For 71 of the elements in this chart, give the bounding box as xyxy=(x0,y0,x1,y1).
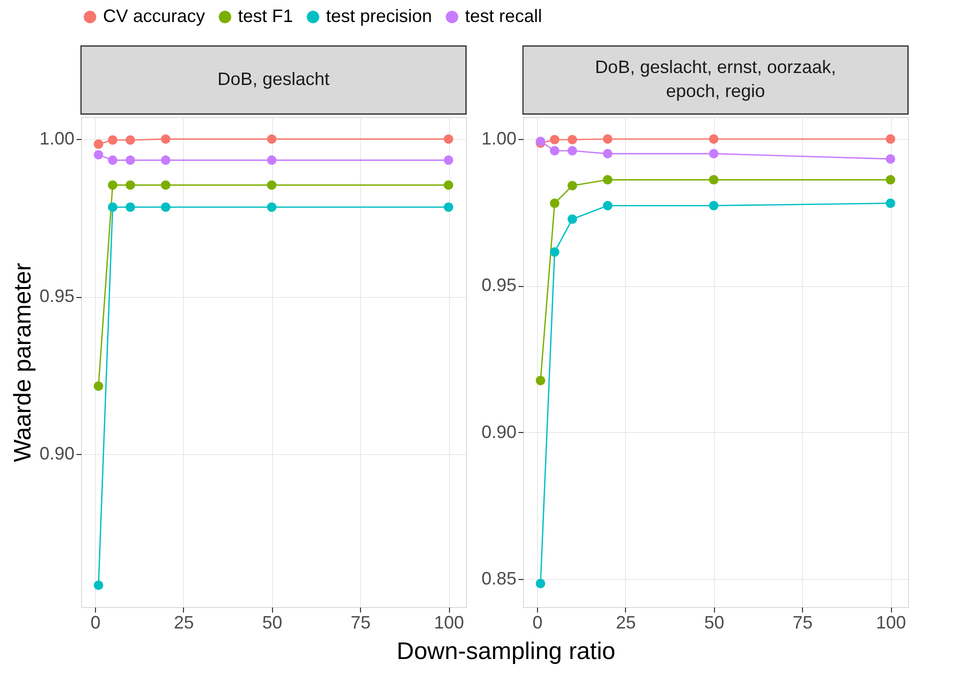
point xyxy=(94,150,104,160)
point xyxy=(568,134,578,144)
y-tick-label: 0.95 xyxy=(39,286,74,306)
legend-label: test F1 xyxy=(238,6,294,26)
x-tick-label: 50 xyxy=(262,612,282,632)
x-tick-label: 75 xyxy=(792,612,813,632)
point xyxy=(444,180,454,190)
point xyxy=(536,578,546,588)
x-axis-title: Down-sampling ratio xyxy=(396,638,616,665)
legend-label: test recall xyxy=(465,6,542,26)
point xyxy=(602,200,612,210)
point xyxy=(708,148,718,158)
y-tick-label: 0.90 xyxy=(39,444,74,464)
point xyxy=(160,155,170,165)
y-axis-title: Waarde parameter xyxy=(9,262,36,462)
point xyxy=(568,146,578,156)
point xyxy=(160,202,170,212)
point xyxy=(126,180,136,190)
point xyxy=(444,202,454,212)
point xyxy=(444,155,454,165)
point xyxy=(550,198,560,208)
x-tick-label: 0 xyxy=(532,612,542,632)
point xyxy=(886,134,896,144)
chart-title: DoB, geslacht xyxy=(217,69,330,89)
point xyxy=(94,139,104,149)
point xyxy=(602,134,612,144)
point xyxy=(266,134,276,144)
y-tick-label: 0.95 xyxy=(481,275,516,296)
x-tick-label: 25 xyxy=(616,612,636,632)
y-tick-label: 1.00 xyxy=(481,128,516,149)
point xyxy=(444,134,454,144)
point xyxy=(886,154,896,164)
y-tick-label: 1.00 xyxy=(39,128,74,149)
x-tick-label: 50 xyxy=(704,612,724,632)
chart-title: DoB, geslacht, ernst, oorzaak, epoch, regio xyxy=(594,57,836,101)
point xyxy=(108,180,118,190)
point xyxy=(94,580,104,590)
point xyxy=(108,155,118,165)
legend-label: CV accuracy xyxy=(103,6,206,26)
point xyxy=(94,381,104,391)
point xyxy=(550,247,560,257)
x-tick-label: 100 xyxy=(434,612,464,632)
point xyxy=(708,200,718,210)
point xyxy=(602,175,612,185)
point xyxy=(108,135,118,145)
point xyxy=(266,180,276,190)
point xyxy=(602,148,612,158)
y-tick-label: 0.85 xyxy=(481,568,516,589)
point xyxy=(886,198,896,208)
point xyxy=(126,155,136,165)
point xyxy=(160,180,170,190)
point xyxy=(550,146,560,156)
point xyxy=(126,202,136,212)
point xyxy=(160,134,170,144)
point xyxy=(568,180,578,190)
point xyxy=(708,134,718,144)
y-tick-label: 0.90 xyxy=(481,422,516,442)
point xyxy=(536,376,546,386)
point xyxy=(708,175,718,185)
point xyxy=(886,175,896,185)
point xyxy=(108,202,118,212)
x-tick-label: 100 xyxy=(876,612,906,632)
point xyxy=(126,135,136,145)
point xyxy=(550,134,560,144)
point xyxy=(568,214,578,224)
point xyxy=(266,155,276,165)
point xyxy=(266,202,276,212)
x-tick-label: 75 xyxy=(350,612,371,632)
legend-label: test precision xyxy=(326,6,432,26)
x-tick-label: 0 xyxy=(90,612,100,632)
x-tick-label: 25 xyxy=(174,612,194,632)
